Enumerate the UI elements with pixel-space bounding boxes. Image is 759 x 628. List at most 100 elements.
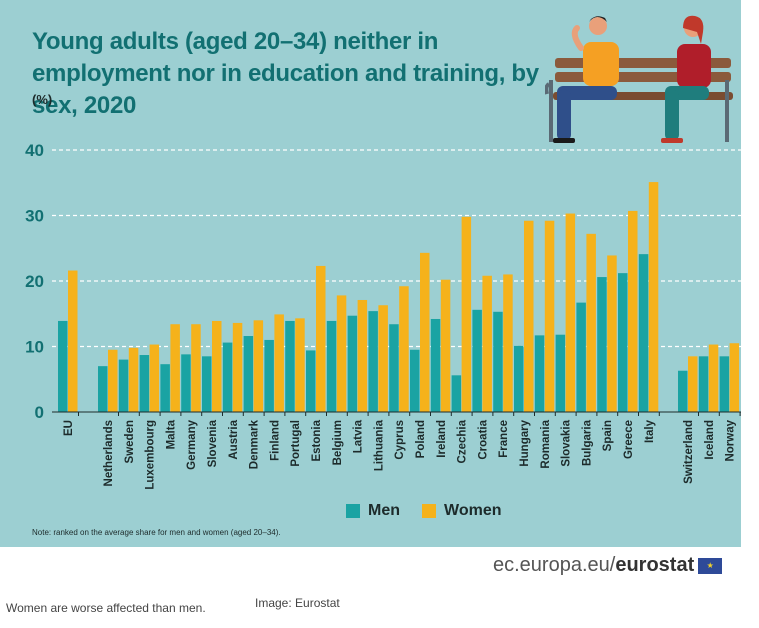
- x-tick-label: Poland: [415, 420, 427, 458]
- chart-panel: Young adults (aged 20–34) neither in emp…: [0, 0, 741, 547]
- source-domain: ec.europa.eu/: [493, 554, 616, 576]
- bar-women-czechia: [461, 216, 472, 412]
- x-tick-label: Germany: [186, 419, 198, 469]
- bar-men-austria: [222, 342, 233, 412]
- bar-women-denmark: [253, 320, 264, 412]
- bar-women-hungary: [524, 220, 534, 412]
- bar-women-ireland: [440, 279, 451, 412]
- y-tick-label: 30: [25, 207, 44, 226]
- y-tick-label: 40: [25, 141, 44, 160]
- bar-women-latvia: [357, 299, 368, 412]
- bar-men-finland: [264, 339, 274, 412]
- bar-men-switzerland: [678, 370, 688, 412]
- bar-men-czechia: [451, 375, 462, 412]
- x-tick-label: Romania: [540, 419, 552, 468]
- bar-women-iceland: [708, 344, 719, 412]
- x-tick-label: Sweden: [124, 420, 136, 463]
- x-tick-label: Luxembourg: [145, 420, 157, 490]
- bar-men-belgium: [326, 320, 337, 412]
- bar-women-bulgaria: [586, 233, 596, 412]
- bar-men-bulgaria: [576, 302, 586, 412]
- unit-label: (%): [32, 92, 53, 107]
- bar-women-cyprus: [399, 286, 409, 412]
- gridlines: [52, 149, 741, 348]
- source-brand: eurostat: [615, 554, 695, 576]
- bar-men-denmark: [243, 336, 254, 412]
- bar-women-switzerland: [688, 356, 698, 412]
- bar-women-spain: [607, 255, 617, 412]
- x-tick-label: Denmark: [249, 419, 261, 469]
- bar-women-slovenia: [212, 320, 222, 412]
- bar-women-romania: [544, 220, 555, 412]
- legend-swatch-women: [422, 504, 436, 518]
- x-tick-label: Portugal: [290, 420, 302, 467]
- bar-women-norway: [729, 343, 740, 412]
- bar-men-ireland: [430, 318, 441, 412]
- bar-women-italy: [648, 182, 659, 412]
- bar-men-hungary: [514, 345, 524, 412]
- bar-men-greece: [618, 273, 628, 412]
- x-tick-label: Spain: [602, 420, 614, 451]
- bar-women-greece: [628, 210, 638, 412]
- bar-men-lithuania: [368, 311, 378, 412]
- bar-men-romania: [534, 335, 545, 412]
- axes: 0 10 20 30 40 EU Netherlands Sweden Luxembourg Ma…: [25, 141, 741, 490]
- source-footer[interactable]: ec.europa.eu/eurostat ★: [493, 554, 723, 577]
- y-tick-label: 10: [25, 338, 44, 357]
- chart-title: Young adults (aged 20–34) neither in emp…: [32, 28, 539, 119]
- bar-men-spain: [597, 277, 607, 412]
- x-tick-label: Slovenia: [207, 419, 219, 467]
- bar-men-netherlands: [98, 366, 108, 412]
- legend-entry-women: Women: [422, 502, 501, 520]
- y-tick-label: 0: [35, 403, 44, 422]
- x-tick-label: Hungary: [519, 419, 531, 466]
- bar-men-sweden: [118, 359, 129, 412]
- bar-men-iceland: [698, 356, 709, 412]
- bar-men-croatia: [472, 309, 482, 412]
- bar-women-belgium: [336, 295, 347, 412]
- x-tick-label: Netherlands: [103, 420, 115, 486]
- bar-women-estonia: [316, 265, 326, 412]
- image-caption: Women are worse affected than men.: [6, 601, 206, 615]
- bar-women-france: [503, 274, 513, 412]
- bar-chart: 0 10 20 30 40 EU Netherlands Sweden Luxembourg Ma…: [25, 141, 741, 490]
- chart-note: Note: ranked on the average share for me…: [32, 528, 281, 537]
- bar-men-latvia: [347, 315, 358, 412]
- bench-illustration: [545, 15, 733, 143]
- x-tick-label: Malta: [165, 419, 177, 449]
- bar-men-germany: [181, 354, 191, 412]
- x-tick-label: Austria: [228, 419, 240, 459]
- bar-men-malta: [160, 364, 170, 412]
- x-tick-label: Lithuania: [373, 419, 385, 471]
- x-tick-label: Belgium: [332, 420, 344, 465]
- bar-women-germany: [191, 324, 201, 412]
- image-credit: Image: Eurostat: [255, 596, 340, 610]
- bar-women-netherlands: [108, 349, 118, 412]
- bar-women-finland: [274, 314, 284, 412]
- legend: Men Women: [346, 502, 523, 520]
- x-tick-label: Cyprus: [394, 420, 406, 460]
- x-tick-label: Ireland: [436, 420, 448, 458]
- bar-men-norway: [719, 356, 730, 412]
- x-tick-label: EU: [63, 420, 75, 436]
- bar-women-eu: [68, 270, 78, 412]
- bar-women-malta: [170, 324, 180, 412]
- bar-men-cyprus: [389, 324, 399, 412]
- bar-women-luxembourg: [149, 344, 160, 412]
- bar-men-italy: [638, 254, 649, 412]
- y-tick-label: 20: [25, 272, 44, 291]
- x-tick-label: Croatia: [477, 419, 489, 459]
- bar-men-portugal: [285, 320, 295, 412]
- bar-men-poland: [410, 349, 420, 412]
- bar-men-estonia: [306, 350, 316, 412]
- bar-men-slovenia: [202, 356, 212, 412]
- x-tick-label: Bulgaria: [581, 419, 593, 466]
- x-tick-label: Slovakia: [561, 419, 573, 466]
- eu-flag-icon: ★: [698, 557, 723, 574]
- x-tick-label: Norway: [725, 419, 737, 461]
- x-tick-label: Greece: [623, 420, 635, 459]
- x-tick-label: Italy: [644, 419, 656, 443]
- x-tick-label: Switzerland: [683, 420, 695, 484]
- legend-label-men: Men: [368, 502, 400, 519]
- legend-entry-men: Men: [346, 502, 400, 520]
